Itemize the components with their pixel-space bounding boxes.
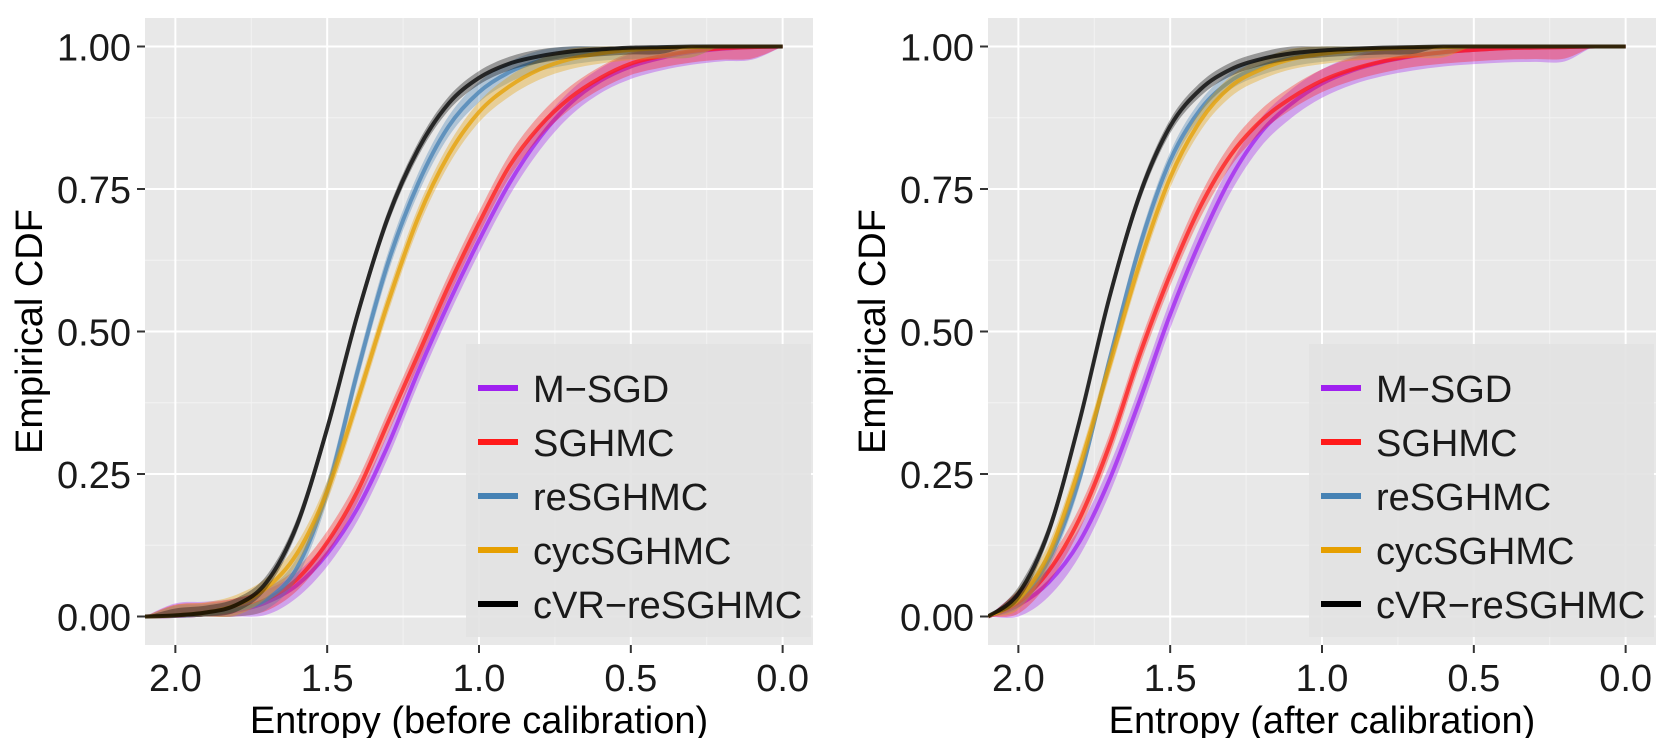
y-tick-label: 1.00 xyxy=(900,28,974,70)
x-tick-label: 0.0 xyxy=(756,658,809,700)
legend-label: cycSGHMC xyxy=(1376,531,1574,573)
series-layer xyxy=(988,44,1626,619)
legend-label: SGHMC xyxy=(533,423,674,465)
x-tick-label: 2.0 xyxy=(992,658,1045,700)
y-tick-label: 0.50 xyxy=(900,313,974,355)
legend-label: M−SGD xyxy=(1376,369,1512,411)
series-band-sghmc xyxy=(988,45,1626,618)
y-tick-label: 0.00 xyxy=(57,598,131,640)
series-layer xyxy=(145,44,783,619)
series-line-cvr-resghmc xyxy=(988,44,1626,619)
legend-label: cycSGHMC xyxy=(533,531,731,573)
y-axis-title: Empirical CDF xyxy=(852,209,894,454)
legend-label: M−SGD xyxy=(533,369,669,411)
y-tick-label: 0.00 xyxy=(900,598,974,640)
x-tick-label: 1.0 xyxy=(1296,658,1349,700)
legend-box xyxy=(466,344,811,637)
legend-label: cVR−reSGHMC xyxy=(533,585,802,627)
chart-panel-before-calibration: 0.00 0.25 0.50 0.75 1.00 2.0 1.5 1.0 0.5 0.0 Entro… xyxy=(9,18,813,738)
series-line-cvr-resghmc xyxy=(145,44,783,619)
y-tick-label: 0.50 xyxy=(57,313,131,355)
y-tick-label: 0.75 xyxy=(900,170,974,212)
legend-label: reSGHMC xyxy=(533,477,708,519)
x-tick-label: 0.0 xyxy=(1599,658,1652,700)
y-tick-label: 0.25 xyxy=(57,455,131,497)
legend-label: cVR−reSGHMC xyxy=(1376,585,1645,627)
chart-panel-after-calibration: 0.00 0.25 0.50 0.75 1.00 2.0 1.5 1.0 0.5 0.0 Entro… xyxy=(852,18,1656,738)
x-tick-label: 1.5 xyxy=(1144,658,1197,700)
x-tick-label: 0.5 xyxy=(604,658,657,700)
x-tick-label: 1.0 xyxy=(453,658,506,700)
x-tick-label: 1.5 xyxy=(301,658,354,700)
y-axis-title: Empirical CDF xyxy=(9,209,51,454)
x-tick-label: 2.0 xyxy=(149,658,202,700)
x-tick-label: 0.5 xyxy=(1447,658,1500,700)
y-tick-label: 0.25 xyxy=(900,455,974,497)
legend-label: reSGHMC xyxy=(1376,477,1551,519)
x-axis-title: Entropy (after calibration) xyxy=(1109,700,1536,738)
legend-label: SGHMC xyxy=(1376,423,1517,465)
y-tick-label: 1.00 xyxy=(57,28,131,70)
y-tick-label: 0.75 xyxy=(57,170,131,212)
x-axis-title: Entropy (before calibration) xyxy=(250,700,708,738)
legend-box xyxy=(1309,344,1654,637)
